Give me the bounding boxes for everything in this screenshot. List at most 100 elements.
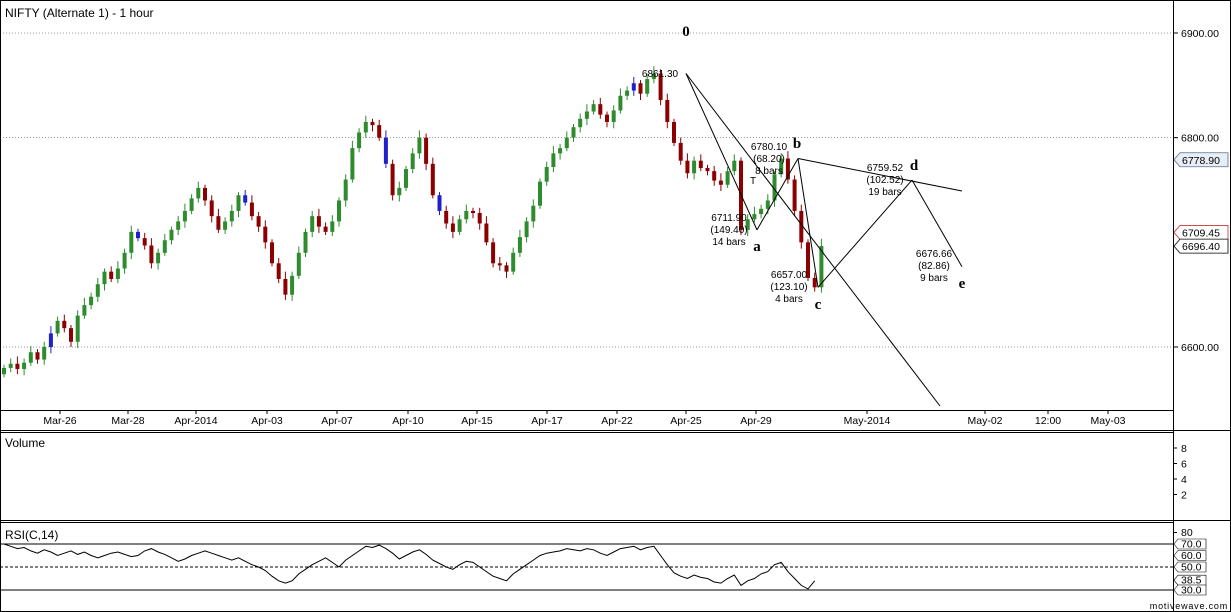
candle-body [618, 95, 623, 111]
candle-body [779, 158, 784, 175]
x-tick-label: Apr-10 [392, 415, 424, 427]
price-tag: 6709.45 [1173, 225, 1229, 240]
candle-body [437, 195, 442, 211]
wave-retrace-c: (123.10) [770, 282, 807, 293]
candle-body [182, 210, 187, 222]
candle-body [82, 305, 87, 316]
candle-body [169, 229, 174, 241]
candle-body [22, 362, 27, 369]
candle-body [812, 277, 817, 288]
candle-body [243, 195, 248, 203]
candle-body [223, 221, 228, 230]
candle-body [2, 367, 6, 375]
candle-body [377, 125, 382, 138]
candle-body [370, 121, 375, 126]
candle-body [303, 231, 308, 253]
wave-line-a-b [756, 158, 799, 231]
candle-body [598, 104, 603, 115]
volume-tick-label: 6 [1181, 459, 1187, 471]
candle-body [524, 221, 529, 238]
wave-price-c: 6657.00 [771, 270, 808, 281]
candle-body [270, 242, 274, 264]
wave-bars-e: 9 bars [920, 273, 948, 284]
trendline-lower [685, 73, 941, 407]
candle-body [752, 214, 757, 220]
rsi-tick-label: 38.5 [1181, 575, 1202, 587]
wave-line-c-d [817, 179, 913, 288]
candle-body [209, 200, 214, 217]
x-tick-label: Apr-07 [321, 415, 353, 427]
candle-body [263, 226, 268, 243]
price-tag: 6696.40 [1173, 238, 1229, 254]
candle-body [28, 352, 33, 363]
candle-body [296, 252, 301, 276]
candle-body [48, 333, 53, 347]
candle-body [497, 263, 502, 266]
candle-body [95, 284, 100, 297]
rsi-tick-box [1173, 538, 1207, 550]
wave-retrace-b: (68.20) [753, 154, 785, 165]
candle-body [283, 278, 288, 295]
candle-body [115, 268, 120, 279]
watermark: motivewave.com [1150, 601, 1228, 611]
candle-body [397, 187, 402, 196]
candle-body [323, 226, 328, 232]
wave-label-b: b [793, 136, 801, 152]
candle-body [15, 363, 20, 369]
x-tick-label: May-2014 [844, 415, 891, 427]
candle-body [511, 252, 516, 272]
rsi-tick-box [1173, 574, 1207, 586]
wave-retrace-a: (149.40) [710, 225, 747, 236]
candle-body [229, 210, 234, 222]
candle-body [645, 79, 650, 94]
wave-label-a: a [753, 239, 761, 255]
candle-body [799, 210, 804, 243]
candle-body [102, 271, 107, 285]
candle-body [705, 168, 710, 172]
candle-body [517, 237, 522, 253]
candle-body [357, 132, 362, 149]
wave-bars-a: 14 bars [712, 237, 745, 248]
price-tag-label: 6778.90 [1182, 155, 1220, 167]
rsi-tick-label: 80 [1181, 527, 1193, 539]
candle-body [692, 160, 697, 174]
x-tick-label: Mar-28 [111, 415, 144, 427]
x-tick-label: Apr-15 [461, 415, 493, 427]
wave-label-e: e [959, 276, 966, 292]
x-tick-label: May-02 [967, 415, 1002, 427]
candle-body [685, 160, 690, 174]
candle-body [544, 166, 549, 182]
candle-body [249, 202, 254, 217]
y-tick-label: 6900.00 [1181, 28, 1219, 40]
candle-body [504, 265, 509, 272]
candle-body [605, 114, 609, 122]
candle-body [457, 219, 462, 232]
candle-body [256, 216, 261, 227]
candle-body [538, 181, 542, 206]
trendline-upper [797, 158, 963, 192]
x-tick-label: Apr-29 [740, 415, 772, 427]
wave-price-0: 6861.30 [642, 69, 679, 80]
candle-body [551, 153, 556, 167]
wave-bars-d: 19 bars [868, 187, 901, 198]
candle-body [337, 200, 341, 222]
candle-body [785, 158, 790, 180]
candle-body [591, 104, 596, 112]
candle-body [819, 246, 824, 288]
candle-body [564, 137, 569, 149]
candle-body [404, 169, 408, 188]
candle-body [430, 163, 435, 196]
candle-body [363, 121, 368, 133]
candle-body [625, 90, 630, 96]
rsi-tick-label: 50.0 [1181, 562, 1202, 574]
candle-body [765, 200, 770, 209]
x-tick-label: Apr-2014 [174, 415, 217, 427]
candle-body [477, 213, 482, 224]
wave-retrace-d: (102.52) [866, 175, 903, 186]
candle-body [732, 160, 737, 172]
candle-body [62, 320, 67, 329]
